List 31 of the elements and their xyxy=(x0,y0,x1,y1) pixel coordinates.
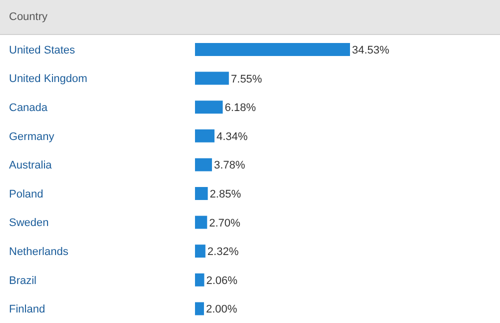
bar xyxy=(195,100,223,114)
y-tick-label: Finland xyxy=(9,304,46,316)
data-label: 2.00% xyxy=(206,304,238,316)
y-tick-label: Netherlands xyxy=(9,246,69,258)
y-tick-label: Poland xyxy=(9,188,44,200)
data-label: 4.34% xyxy=(216,130,248,143)
bar xyxy=(195,129,214,142)
y-tick-label: Germany xyxy=(9,130,55,143)
data-label: 6.18% xyxy=(224,102,256,114)
bar xyxy=(195,273,204,286)
y-tick-label: Canada xyxy=(9,102,48,114)
y-tick-label: Sweden xyxy=(9,217,49,230)
y-tick-label: United Kingdom xyxy=(9,73,88,86)
bar xyxy=(195,158,212,172)
data-label: 3.78% xyxy=(214,160,246,172)
data-label: 2.70% xyxy=(209,217,241,230)
bar xyxy=(195,72,229,85)
data-label: 2.85% xyxy=(210,188,242,200)
bar xyxy=(195,244,206,258)
y-tick-label: United States xyxy=(9,44,76,56)
y-tick-label: Brazil xyxy=(9,274,37,287)
bar xyxy=(195,216,208,229)
y-tick-label: Australia xyxy=(9,160,53,172)
data-label: 34.53% xyxy=(352,44,390,56)
data-label: 2.06% xyxy=(206,274,238,287)
data-label: 2.32% xyxy=(207,246,239,258)
y-axis-title: Country xyxy=(0,0,500,35)
bar xyxy=(195,187,208,200)
data-label: 7.55% xyxy=(230,73,262,86)
bar xyxy=(195,302,204,316)
bar xyxy=(195,43,350,56)
